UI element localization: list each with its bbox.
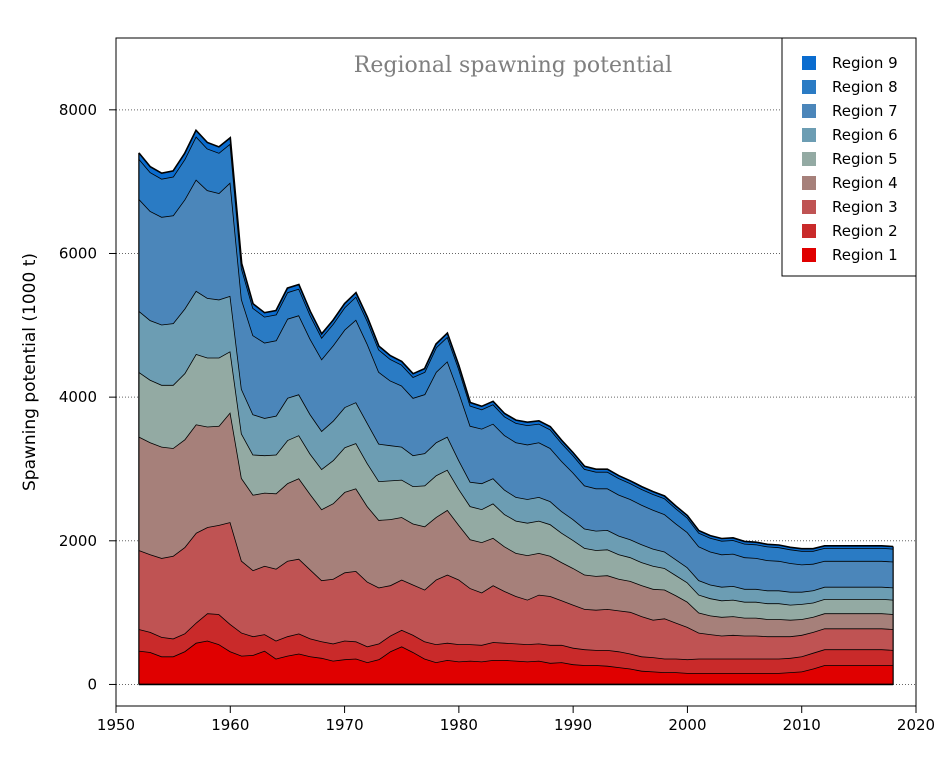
legend-swatch (802, 56, 816, 70)
area-region-5 (138, 351, 894, 620)
legend-swatch (802, 104, 816, 118)
legend: Region 9 Region 8 Region 7 Region 6 Region 5… (781, 37, 917, 277)
area-region-8 (138, 136, 894, 565)
boundary-region-9 (138, 128, 894, 550)
legend-label: Region 3 (832, 198, 898, 216)
x-tick-label: 1950 (97, 716, 135, 734)
legend-label: Region 5 (832, 150, 898, 168)
x-tick-label: 2000 (668, 716, 706, 734)
y-tick-label: 2000 (59, 532, 97, 550)
area-region-6 (138, 290, 894, 605)
legend-swatch (802, 224, 816, 238)
legend-swatch (802, 80, 816, 94)
x-tick-label: 1970 (325, 716, 363, 734)
y-axis-label: Spawning potential (1000 t) (20, 253, 40, 491)
y-tick-label: 8000 (59, 101, 97, 119)
y-axis: 0 2000 4000 6000 8000 (59, 101, 116, 693)
y-tick-label: 6000 (59, 244, 97, 262)
plot-frame (115, 37, 917, 707)
x-tick-label: 1980 (440, 716, 478, 734)
x-tick-label: 1960 (211, 716, 249, 734)
x-tick-label: 2010 (783, 716, 821, 734)
x-tick-label: 2020 (897, 716, 935, 734)
area-series-group (138, 128, 894, 686)
area-region-3 (138, 522, 894, 660)
legend-label: Region 2 (832, 222, 898, 240)
legend-swatch (802, 248, 816, 262)
y-tick-label: 4000 (59, 388, 97, 406)
x-axis: 1950 1960 1970 1980 1990 2000 2010 2020 (97, 706, 935, 734)
legend-swatch (802, 176, 816, 190)
legend-label: Region 7 (832, 102, 898, 120)
area-region-4 (138, 412, 894, 637)
legend-swatch (802, 128, 816, 142)
area-region-7 (138, 179, 894, 592)
y-tick-label: 0 (87, 675, 97, 693)
chart-title: Regional spawning potential (354, 53, 672, 78)
legend-swatch (802, 152, 816, 166)
legend-label: Region 6 (832, 126, 898, 144)
x-tick-label: 1990 (554, 716, 592, 734)
legend-label: Region 4 (832, 174, 898, 192)
legend-swatch (802, 200, 816, 214)
legend-label: Region 9 (832, 54, 898, 72)
area-region-2 (138, 613, 894, 673)
legend-label: Region 1 (832, 246, 898, 264)
legend-label: Region 8 (832, 78, 898, 96)
